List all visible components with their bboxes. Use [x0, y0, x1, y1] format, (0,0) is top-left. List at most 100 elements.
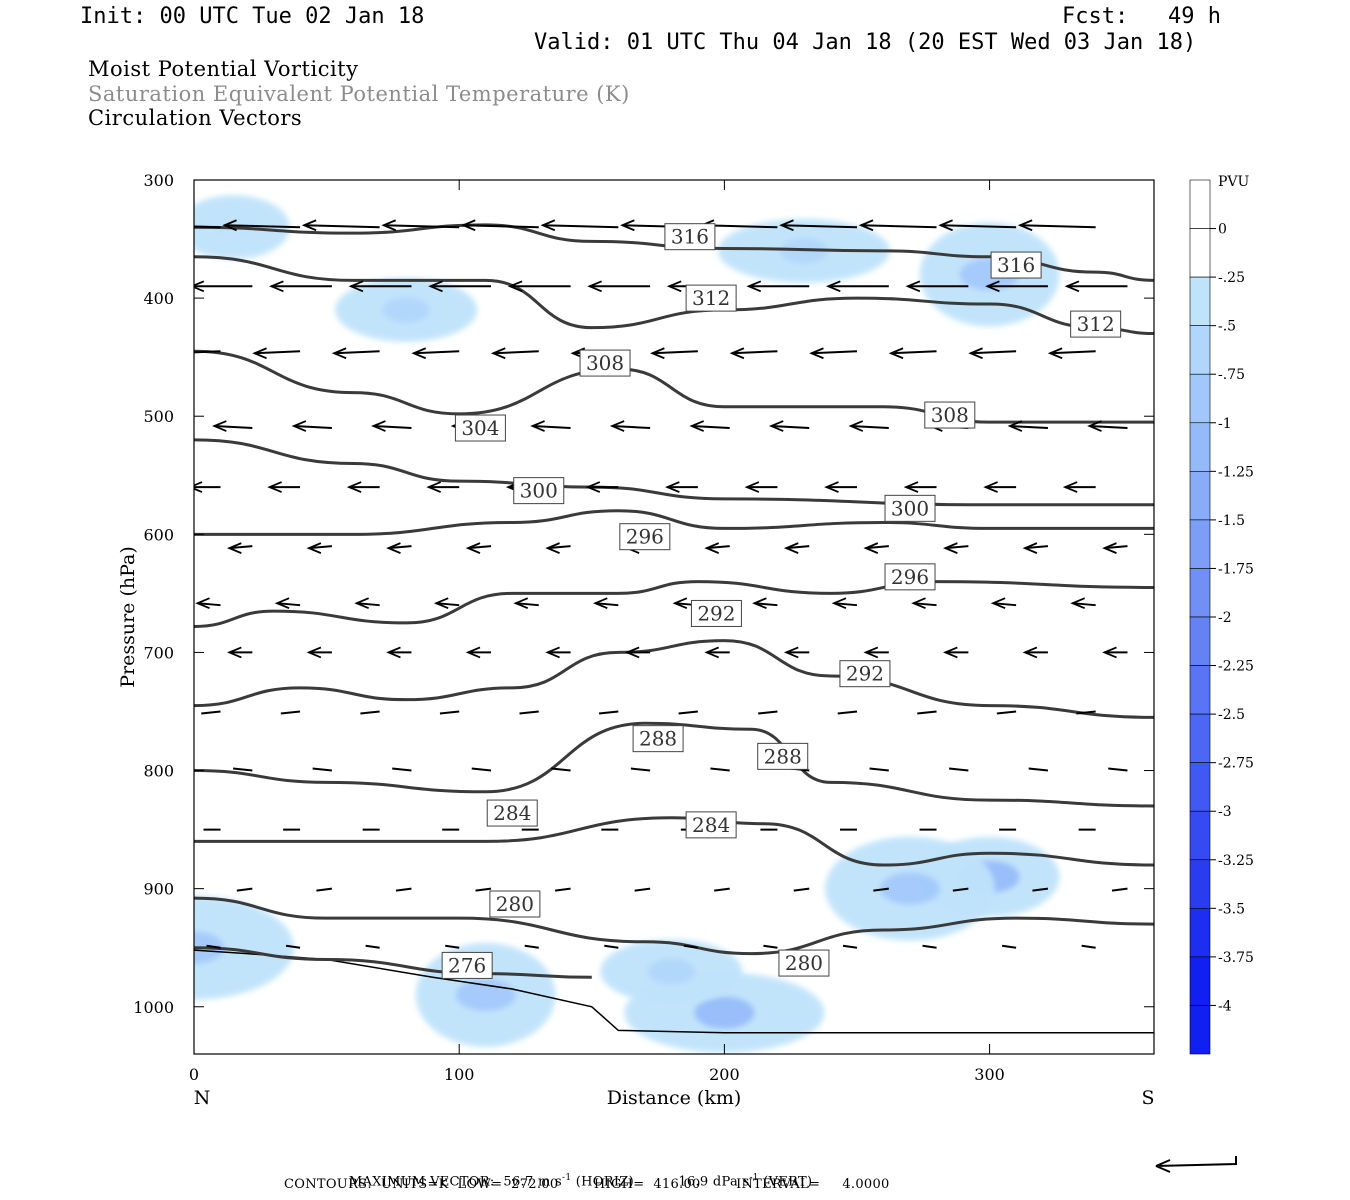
theta-contour	[194, 438, 1154, 507]
vector-arrowhead	[460, 219, 476, 232]
vector-arrowhead	[1070, 597, 1086, 610]
circulation-vector	[598, 710, 619, 715]
vector-arrowhead	[354, 597, 369, 610]
colorbar-swatch	[1189, 616, 1211, 666]
circulation-vector	[1081, 944, 1096, 949]
init-time: Init: 00 UTC Tue 02 Jan 18	[80, 4, 425, 29]
vector-arrowhead	[609, 420, 625, 432]
x-tick-label: 100	[444, 1065, 475, 1084]
vector-arrowhead	[783, 646, 799, 659]
colorbar-swatch	[1189, 179, 1211, 229]
vector-arrowhead	[779, 219, 794, 232]
contour-label: 312	[692, 286, 730, 310]
vector-arrowhead	[831, 597, 847, 610]
vector-arrowhead	[858, 219, 874, 232]
circulation-vector	[786, 545, 810, 550]
vert-exp: -1	[749, 1173, 759, 1183]
pv-core	[382, 297, 431, 323]
vector-arrowhead	[194, 280, 205, 293]
vector-arrowhead	[433, 597, 449, 610]
vector-arrowhead	[428, 280, 443, 293]
contour-label-box	[884, 563, 936, 591]
pv-core	[694, 996, 755, 1029]
vector-arrowhead	[744, 481, 760, 493]
circulation-vector	[1028, 767, 1049, 772]
circulation-vector	[890, 350, 937, 355]
colorbar-swatch	[1189, 859, 1211, 909]
circulation-vector	[758, 710, 778, 715]
circulation-vector	[811, 350, 858, 355]
colorbar-swatch	[1189, 810, 1211, 861]
reference-vector	[1155, 1156, 1237, 1173]
vector-arrowhead	[540, 219, 556, 232]
circulation-vector	[445, 944, 460, 949]
vector-arrowhead	[381, 219, 397, 232]
contour-label-box	[579, 349, 631, 377]
vector-arrowhead	[666, 280, 682, 293]
circulation-vector	[949, 767, 969, 772]
vector-arrowhead	[1022, 646, 1038, 659]
x-tick-label: 300	[974, 1065, 1005, 1084]
circulation-vector	[1009, 425, 1048, 430]
vector-arrowhead	[194, 481, 203, 493]
y-tick-label: 300	[143, 171, 174, 190]
circulation-vector	[714, 887, 730, 892]
field-title-theta: Saturation Equivalent Potential Temperat…	[88, 82, 630, 106]
colorbar-swatch	[1189, 956, 1211, 1006]
circulation-vector	[1032, 887, 1049, 892]
colorbar-label: -1.25	[1218, 464, 1254, 480]
y-tick-label: 600	[143, 525, 174, 544]
pv-core	[700, 120, 748, 146]
pv-region	[194, 895, 294, 1000]
vector-arrowhead	[513, 597, 529, 610]
circulation-vector	[356, 602, 380, 607]
contour-label-box	[778, 949, 830, 977]
vector-arrowhead	[530, 420, 545, 432]
contour-label-box	[924, 401, 976, 429]
theta-contour	[194, 946, 592, 979]
vector-arrowhead	[943, 646, 958, 659]
circulation-vector	[917, 710, 937, 715]
vector-arrowhead	[809, 347, 824, 360]
circulation-vector	[197, 602, 221, 607]
vector-arrowhead	[1087, 420, 1102, 432]
vector-arrowhead	[824, 481, 839, 493]
x-tick-label: 200	[709, 1065, 740, 1084]
pv-colorbar: 0 -.25 -.5 -.75 -1 -1.25 -1.5 -1.75 -2 -2.25 -2.5 -…	[1189, 179, 1254, 1055]
circulation-vector	[493, 350, 539, 355]
vector-arrowhead	[938, 219, 953, 232]
colorbar-label: -3.5	[1218, 901, 1245, 917]
contour-label-box	[685, 284, 737, 312]
circulation-vector	[524, 944, 539, 949]
contour-label-box	[441, 951, 493, 979]
circulation-vector	[1001, 944, 1017, 949]
contour-label-box	[619, 523, 671, 551]
vector-arrowhead	[825, 280, 841, 293]
circulation-vector	[232, 767, 253, 772]
contour-label: 312	[1077, 312, 1115, 336]
circulation-vector	[913, 602, 937, 607]
contour-label: 284	[692, 813, 730, 837]
contour-labels: 316 316 312 312 308 308 304 300 300 296 296 292 292 2…	[441, 223, 1122, 979]
contour-label: 300	[520, 479, 558, 503]
vector-arrowhead	[545, 646, 560, 659]
vector-arrowhead	[624, 646, 640, 659]
vector-arrowhead	[704, 542, 720, 554]
contour-label-box	[757, 742, 809, 770]
x-tick-label: 0	[189, 1065, 199, 1084]
circulation-vector	[360, 710, 380, 715]
vector-arrowhead	[863, 542, 879, 554]
contours-info: CONTOURS: UNITS=K LOW= 272.00 HIGH= 416.…	[284, 1177, 890, 1192]
vector-arrowhead	[704, 646, 720, 659]
colorbar-label: -2.5	[1218, 707, 1245, 723]
circulation-vector	[1024, 545, 1049, 550]
colorbar-swatch	[1189, 568, 1211, 618]
circulation-vector	[793, 887, 810, 892]
vector-arrowhead	[507, 280, 523, 293]
circulation-vector	[413, 350, 460, 355]
colorbar-label: -.5	[1218, 319, 1236, 335]
circulation-vector	[316, 887, 333, 892]
circulation-vector	[373, 425, 412, 430]
contour-label-box	[664, 223, 716, 251]
circulation-vector	[515, 602, 539, 607]
